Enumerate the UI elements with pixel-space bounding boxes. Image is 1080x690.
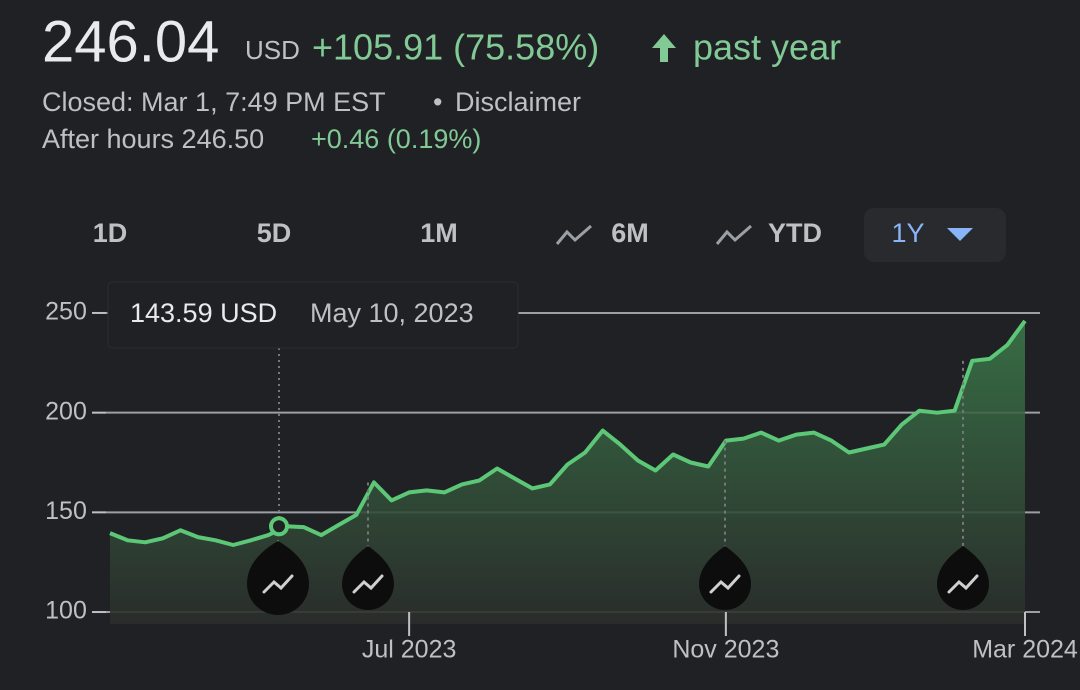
event-icon [262, 574, 294, 594]
up-arrow [652, 34, 676, 62]
range-tab[interactable]: YTD [768, 218, 822, 248]
event-icon [709, 574, 741, 594]
range-tab[interactable]: 1Y [891, 218, 924, 248]
tab-icon [715, 224, 752, 245]
range-tabs: 1D 5D 1M 6M YTD 1Y [93, 218, 973, 248]
change: +105.91 (75.58%) [312, 27, 599, 68]
tooltip-date: May 10, 2023 [310, 298, 474, 328]
dropdown-arrow[interactable] [947, 228, 973, 241]
area [110, 320, 1025, 624]
x-tick-label: Nov 2023 [672, 636, 779, 664]
y-tick-label: 200 [45, 397, 87, 425]
after-change: +0.46 (0.19%) [311, 124, 481, 154]
selected-range-bg [864, 208, 1006, 262]
event-marker[interactable] [247, 541, 309, 615]
event-marker[interactable] [342, 546, 394, 610]
event-marker[interactable] [937, 546, 989, 610]
range-tab[interactable]: 1M [420, 218, 458, 248]
range-tab[interactable]: 6M [611, 218, 649, 248]
x-tick-label: Jul 2023 [362, 636, 457, 664]
x-tick-label: Mar 2024 [972, 636, 1078, 664]
tooltip-value: 143.59 USD [130, 298, 277, 328]
separator: • [433, 87, 442, 117]
event-marker[interactable] [699, 546, 751, 610]
event-icon [352, 574, 384, 594]
tab-icon [555, 224, 592, 245]
closed: Closed: Mar 1, 7:49 PM EST [42, 87, 386, 117]
event-icon [947, 574, 979, 594]
disclaimer[interactable]: Disclaimer [455, 87, 581, 117]
y-tick-label: 250 [45, 298, 87, 326]
price-line [109, 319, 1027, 547]
y-tick-label: 150 [45, 497, 87, 525]
range-tab[interactable]: 5D [257, 218, 292, 248]
after-hours: After hours 246.50 [42, 124, 264, 154]
y-tick-label: 100 [45, 597, 87, 625]
period: past year [693, 27, 841, 68]
range-tab[interactable]: 1D [93, 218, 128, 248]
chart: 100 150 200 250 Jul 2023 Nov 2023 Mar 2024 143.… [45, 281, 1078, 664]
price: 246.04 [42, 9, 219, 74]
currency: USD [245, 35, 300, 65]
tooltip [107, 281, 519, 349]
hover-point [269, 516, 289, 537]
